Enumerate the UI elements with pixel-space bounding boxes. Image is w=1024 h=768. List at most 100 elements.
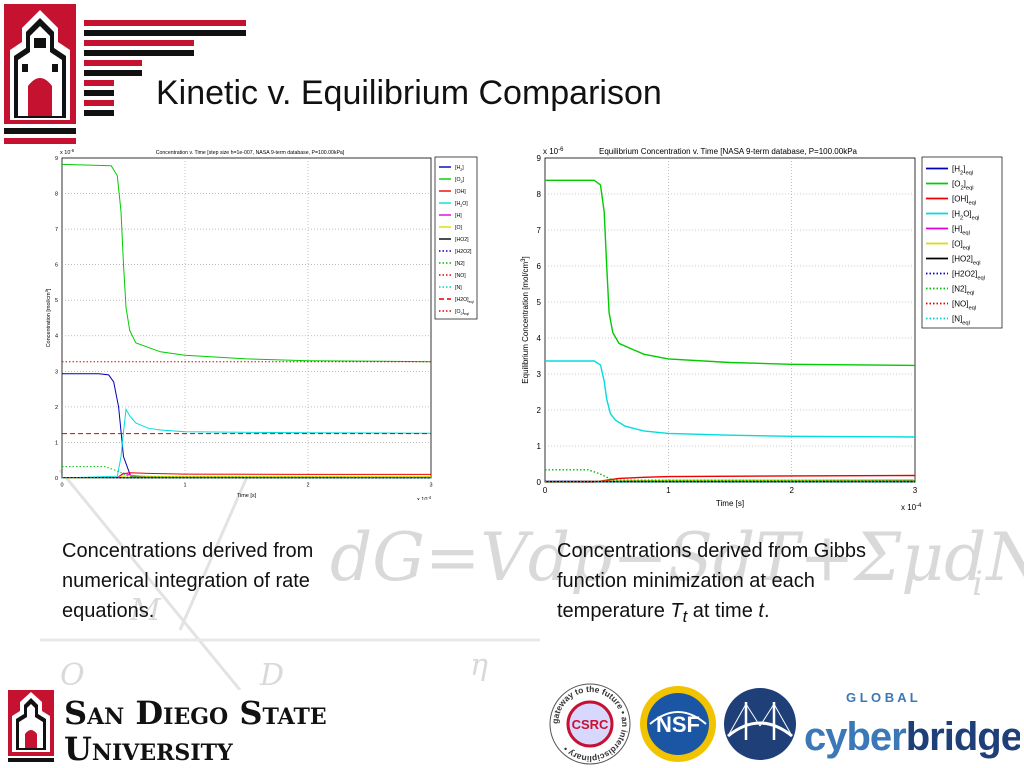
series-line-1 [545, 179, 916, 367]
y-axis-label-close: ] [46, 288, 52, 290]
cyber-word: cyber [804, 715, 906, 759]
legend-entry-4: [H] [455, 213, 462, 219]
legend-entry-name: [N2] [455, 261, 465, 267]
csrc-label: CSRC [572, 717, 609, 732]
legend-entry-name: [O] [455, 225, 462, 231]
legend-entry-name: [H [952, 164, 960, 173]
caption-var-t: t [758, 600, 764, 622]
cyber-label: cyberbridges [804, 715, 1020, 759]
legend-entry-sub2: eql [968, 200, 976, 206]
legend-entry-7: [H2O2]eql [952, 269, 985, 281]
legend-entry-tail: O] [963, 209, 971, 218]
legend-entry-name: [N2] [952, 284, 967, 293]
x-tick-label: 3 [913, 486, 918, 495]
y-axis-label-sup: 3 [44, 289, 49, 292]
legend-entry-4: [H]eql [952, 224, 970, 236]
legend-entry-sub2: eql [963, 245, 971, 251]
background-mark-d: D [259, 658, 284, 690]
x-exponent-power: -4 [916, 503, 922, 509]
legend-entry-sub: 2 [460, 180, 462, 184]
legend-entry-name: [NO] [952, 299, 968, 308]
x-exponent-power: -4 [427, 495, 431, 500]
legend-entry-name: [H2O] [455, 297, 469, 303]
caption-kinetic: Concentrations derived from numerical in… [62, 540, 314, 622]
legend-entry-8: [N2]eql [952, 284, 974, 296]
x-axis-label: Time [s] [237, 493, 257, 499]
legend-entry-9: [NO]eql [952, 299, 976, 311]
caption-equilibrium: Concentrations derived from Gibbs functi… [557, 536, 897, 632]
nsf-label: NSF [656, 712, 700, 737]
y-tick-label: 3 [55, 369, 58, 375]
legend-entry-sub2: eql [968, 305, 976, 311]
legend-entry-7: [H2O2] [455, 249, 472, 255]
legend-entry-name: [H [455, 201, 460, 207]
legend-entry-3: [H2O] [455, 201, 468, 208]
legend-entry-6: [HO2] [455, 237, 469, 243]
caption-var-t-sub: t [682, 607, 688, 626]
series-line-1 [61, 163, 432, 363]
legend-entry-name: [O [952, 179, 960, 188]
legend-entry-tail: O] [462, 201, 468, 207]
legend-entry-3: [H2O]eql [952, 209, 979, 221]
y-tick-label: 3 [537, 370, 542, 379]
legend-box [434, 156, 478, 320]
chart-title: Concentration v. Time [step size h=1e-00… [156, 150, 345, 156]
x-tick-label: 2 [306, 483, 309, 489]
nsf-logo: NSF [640, 686, 716, 762]
legend-entry-name: [OH] [952, 194, 968, 203]
background-mark-o: O [60, 658, 85, 690]
legend-entry-tail: ] [964, 179, 966, 188]
legend-entry-name: [NO] [455, 273, 466, 279]
legend-entry-name: [H [952, 209, 960, 218]
y-exponent-base: x 10 [543, 147, 559, 156]
y-tick-label: 1 [55, 440, 58, 446]
legend-entry-name: [N] [455, 285, 462, 291]
y-axis-label: Equilibrium Concentration [mol/cm3] [521, 256, 530, 383]
legend-entry-sub2: eql [977, 275, 985, 281]
y-tick-label: 9 [537, 154, 542, 163]
slide-title: Kinetic v. Equilibrium Comparison [156, 74, 662, 112]
legend-entry-6: [HO2]eql [952, 254, 981, 266]
legend-entry-name: [OH] [455, 189, 466, 195]
legend-entry-tail: ] [462, 165, 464, 171]
legend-entry-name: [N] [952, 314, 962, 323]
university-name-line1: San Diego State [64, 694, 327, 732]
legend-entry-2: [OH] [455, 189, 466, 195]
legend-entry-sub2: eql [972, 215, 980, 221]
legend-entry-11: [H2O]eql [455, 297, 474, 304]
cyberbridges-logo: G L O B A L cyberbridges [724, 688, 1020, 760]
legend-entry-8: [N2] [455, 261, 465, 267]
chart-title: Equilibrium Concentration v. Time [NASA … [599, 147, 858, 156]
legend-entry-name: [H] [455, 213, 462, 219]
bridges-word: bridges [906, 715, 1020, 759]
background-formula: dG=Vdp−SdT+ΣμdN i M O D η [40, 469, 1024, 690]
x-tick-label: 2 [789, 486, 794, 495]
background-mark-m: M [129, 593, 162, 628]
series-line-3 [545, 360, 916, 438]
y-tick-label: 6 [537, 262, 542, 271]
x-tick-label: 1 [666, 486, 671, 495]
legend-entry-tail: ] [963, 164, 965, 173]
y-exponent-power: -6 [70, 148, 74, 153]
legend-entry-sub2: eql [967, 290, 975, 296]
y-axis-label-text: Equilibrium Concentration [mol/cm [521, 262, 530, 384]
legend-box [921, 156, 1003, 329]
legend-entry-12: [O2]eql [455, 309, 469, 316]
legend-entry-name: [HO2] [455, 237, 469, 243]
partner-logos: gateway to the future • an interdiscipli… [549, 683, 1020, 765]
legend-entry-5: [O]eql [952, 239, 970, 251]
caption-var-T: T [670, 600, 683, 622]
y-tick-label: 8 [55, 191, 58, 197]
kinetic-chart: 0 1 2 3 4 5 6 7 8 9 0 1 2 3 Concentration v. Time [ste… [44, 148, 478, 500]
caption-equilibrium-text: Concentrations derived from Gibbs functi… [557, 540, 867, 622]
legend-entry-sub2: eql [962, 230, 970, 236]
background-formula-text: dG=Vdp−SdT+ΣμdN [330, 519, 1024, 596]
legend-entry-sub: 2 [960, 215, 963, 221]
y-tick-label: 4 [537, 334, 542, 343]
y-exponent-base: x 10 [60, 150, 70, 156]
legend-entry-name: [O [455, 177, 460, 183]
y-exponent: x 10-6 [543, 147, 564, 156]
legend-entry-tail: ] [463, 309, 465, 315]
legend-entry-name: [H [455, 165, 460, 171]
